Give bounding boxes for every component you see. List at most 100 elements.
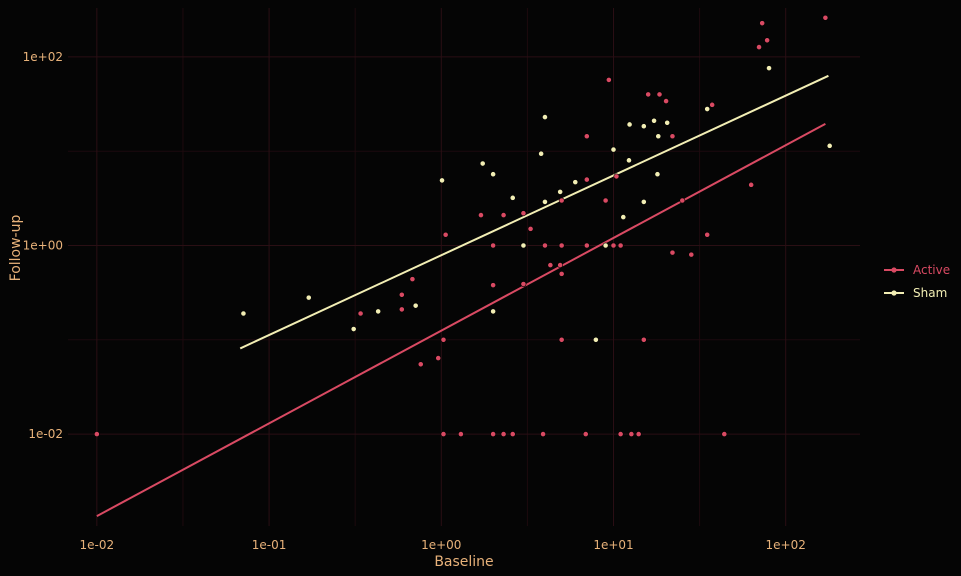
y-tick-label: 1e+02	[23, 50, 63, 64]
trend-line-active	[96, 122, 826, 517]
data-point-sham	[572, 179, 579, 186]
data-point-active	[704, 231, 711, 238]
grid	[68, 8, 860, 526]
data-point-active	[582, 431, 589, 437]
data-point-active	[478, 212, 484, 219]
data-point-active	[610, 242, 617, 249]
data-point-active	[635, 431, 642, 437]
data-point-active	[409, 276, 416, 283]
legend-key-point	[891, 267, 897, 273]
data-point-active	[663, 98, 669, 104]
data-point-active	[756, 44, 762, 51]
data-point-active	[540, 431, 546, 437]
x-tick-label: 1e+02	[766, 538, 806, 552]
data-point-sham	[620, 214, 627, 221]
trend-lines	[96, 74, 829, 517]
data-point-active	[542, 242, 548, 249]
data-point-active	[398, 291, 405, 298]
data-point-sham	[610, 146, 617, 153]
data-point-active	[527, 225, 534, 232]
data-point-active	[558, 270, 565, 277]
data-points	[93, 14, 833, 437]
data-point-active	[764, 37, 771, 44]
data-point-active	[613, 173, 620, 180]
data-point-active	[490, 242, 497, 249]
data-point-active	[669, 133, 676, 140]
data-point-sham	[490, 171, 497, 178]
data-point-active	[398, 306, 405, 313]
data-point-sham	[654, 171, 661, 178]
data-point-active	[558, 197, 565, 204]
data-point-active	[458, 431, 464, 437]
data-point-active	[93, 431, 100, 437]
data-point-sham	[626, 157, 632, 164]
data-point-active	[547, 262, 554, 268]
data-point-sham	[439, 177, 445, 184]
data-point-sham	[538, 150, 545, 157]
data-point-active	[490, 431, 497, 437]
data-point-active	[490, 282, 497, 289]
data-point-sham	[651, 117, 657, 124]
data-point-active	[656, 91, 663, 98]
x-tick-label: 1e-01	[252, 538, 287, 552]
y-axis-ticks: 1e-02 1e+00 1e+02	[23, 50, 63, 441]
data-point-active	[822, 14, 829, 21]
data-point-sham	[704, 106, 711, 112]
data-point-sham	[766, 65, 772, 72]
x-tick-label: 1e-02	[80, 538, 115, 552]
data-point-sham	[490, 308, 497, 315]
data-point-active	[435, 355, 442, 361]
data-point-active	[617, 431, 624, 437]
data-point-active	[640, 336, 647, 343]
x-axis-title: Baseline	[434, 554, 493, 570]
data-point-sham	[826, 142, 833, 149]
data-point-sham	[664, 119, 671, 126]
data-point-sham	[542, 114, 548, 120]
data-point-sham	[375, 308, 382, 315]
data-point-active	[583, 176, 590, 183]
data-point-active	[748, 181, 755, 188]
data-point-active	[520, 281, 527, 287]
y-tick-label: 1e-02	[28, 427, 63, 441]
data-point-sham	[640, 123, 647, 130]
data-point-sham	[509, 194, 516, 201]
legend-key-point	[891, 290, 897, 296]
data-point-active	[509, 431, 516, 437]
data-point-active	[617, 242, 624, 249]
data-point-active	[583, 133, 590, 140]
data-point-sham	[479, 160, 486, 167]
data-point-active	[583, 242, 590, 249]
data-point-sham	[520, 242, 527, 249]
data-point-active	[520, 210, 527, 217]
data-point-active	[417, 361, 424, 368]
data-point-active	[628, 431, 635, 437]
data-point-sham	[542, 198, 548, 205]
data-point-sham	[640, 198, 647, 205]
data-point-sham	[626, 121, 633, 128]
data-point-active	[558, 242, 565, 249]
data-point-active	[440, 431, 447, 437]
data-point-sham	[602, 242, 609, 249]
data-point-active	[558, 336, 565, 343]
data-point-active	[557, 262, 564, 268]
data-point-sham	[592, 336, 599, 343]
data-point-sham	[655, 133, 662, 140]
data-point-sham	[557, 189, 564, 195]
x-tick-label: 1e+00	[421, 538, 461, 552]
legend-label-active: Active	[913, 263, 950, 277]
data-point-sham	[350, 326, 357, 332]
data-point-active	[602, 197, 609, 204]
data-point-active	[669, 249, 676, 256]
legend: Active Sham	[884, 263, 950, 300]
y-axis-title: Follow-up	[8, 215, 24, 282]
data-point-active	[605, 77, 612, 83]
data-point-active	[759, 20, 766, 27]
data-point-active	[721, 431, 728, 437]
data-point-active	[440, 336, 447, 343]
data-point-active	[442, 231, 449, 238]
legend-label-sham: Sham	[913, 286, 947, 300]
data-point-sham	[412, 302, 419, 309]
trend-line-sham	[239, 74, 829, 350]
